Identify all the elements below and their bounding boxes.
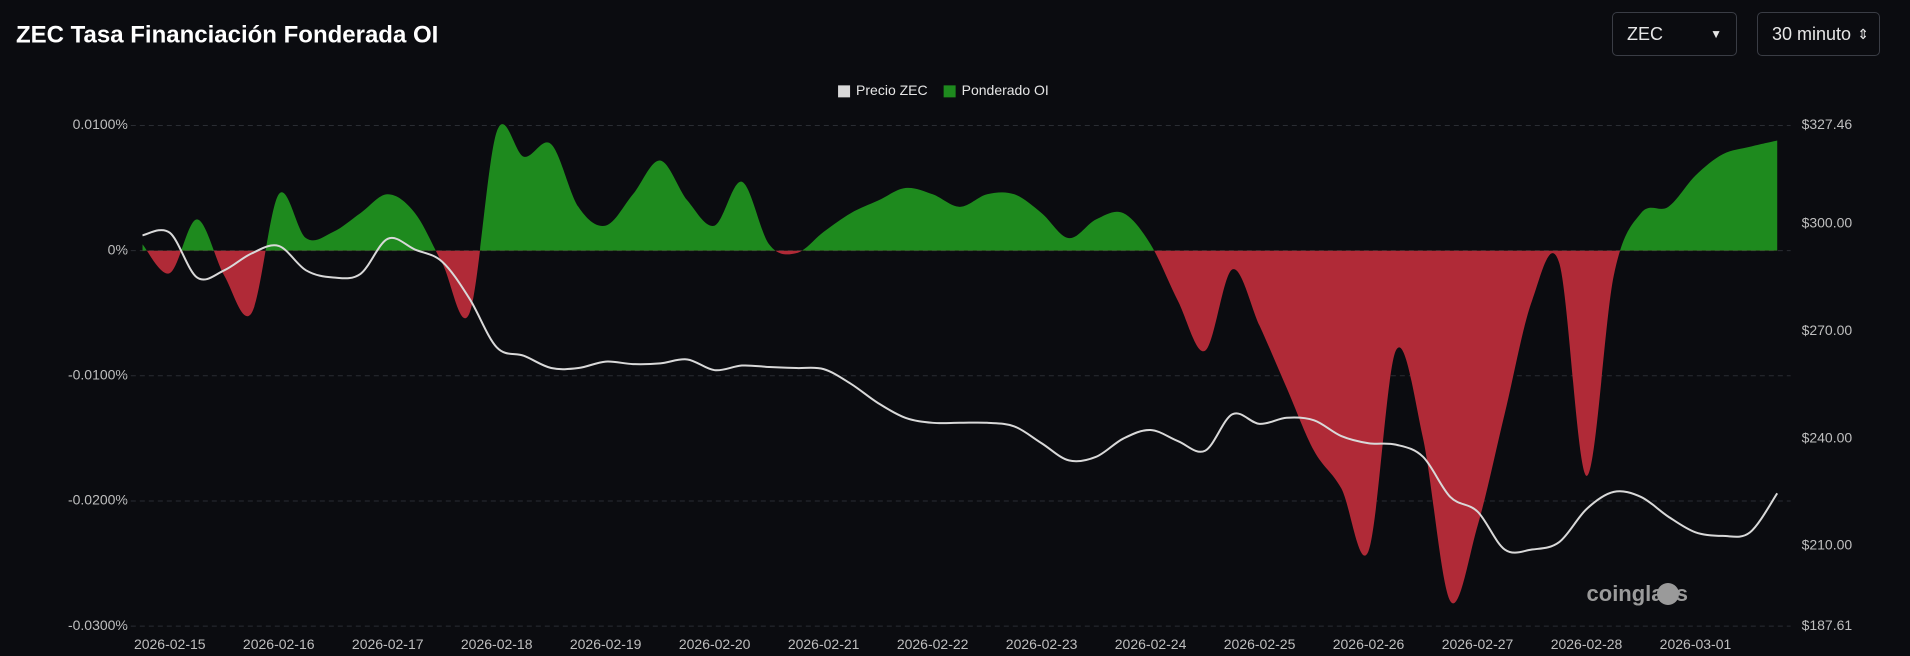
funding-area-positive — [142, 124, 1778, 251]
y2-tick-label: $327.46 — [1802, 116, 1853, 132]
funding-area-negative — [142, 250, 1778, 604]
x-tick-label: 2026-02-26 — [1333, 636, 1405, 652]
x-tick-label: 2026-02-27 — [1442, 636, 1514, 652]
legend-label: Precio ZEC — [856, 82, 928, 98]
y2-tick-label: $300.00 — [1802, 214, 1853, 230]
x-tick-label: 2026-02-21 — [788, 636, 860, 652]
x-tick-label: 2026-03-01 — [1660, 636, 1732, 652]
x-tick-label: 2026-02-25 — [1224, 636, 1296, 652]
y-tick-label: -0.0100% — [68, 366, 128, 382]
caret: ▼ — [1710, 27, 1722, 41]
x-tick-label: 2026-02-24 — [1115, 636, 1187, 652]
x-tick-label: 2026-02-16 — [243, 636, 315, 652]
legend-swatch — [943, 85, 956, 98]
y2-tick-label: $240.00 — [1802, 429, 1853, 445]
price-line — [142, 229, 1779, 554]
y2-tick-label: $187.61 — [1802, 617, 1853, 633]
interval-select[interactable]: 30 minuto ⇕ — [1757, 12, 1880, 56]
legend-label: Ponderado OI — [962, 82, 1049, 98]
y2-tick-label: $210.00 — [1802, 537, 1853, 553]
x-tick-label: 2026-02-15 — [134, 636, 206, 652]
watermark-logo — [1657, 583, 1679, 605]
x-tick-label: 2026-02-18 — [461, 636, 533, 652]
x-tick-label: 2026-02-23 — [1006, 636, 1078, 652]
y-tick-label: 0.0100% — [73, 116, 128, 132]
x-tick-label: 2026-02-20 — [679, 636, 751, 652]
interval-value: 30 minuto — [1772, 23, 1852, 44]
caret: ⇕ — [1857, 25, 1869, 42]
y-tick-label: -0.0300% — [68, 617, 128, 633]
y2-tick-label: $270.00 — [1802, 322, 1853, 338]
chart-title: ZEC Tasa Financiación Fonderada OI — [16, 21, 438, 48]
x-tick-label: 2026-02-28 — [1551, 636, 1623, 652]
y-tick-label: -0.0200% — [68, 492, 128, 508]
symbol-value: ZEC — [1627, 23, 1663, 44]
symbol-select[interactable]: ZEC ▼ — [1612, 12, 1737, 56]
x-tick-label: 2026-02-17 — [352, 636, 424, 652]
legend-swatch — [838, 85, 851, 98]
x-tick-label: 2026-02-22 — [897, 636, 969, 652]
y-tick-label: 0% — [108, 241, 128, 257]
x-tick-label: 2026-02-19 — [570, 636, 642, 652]
